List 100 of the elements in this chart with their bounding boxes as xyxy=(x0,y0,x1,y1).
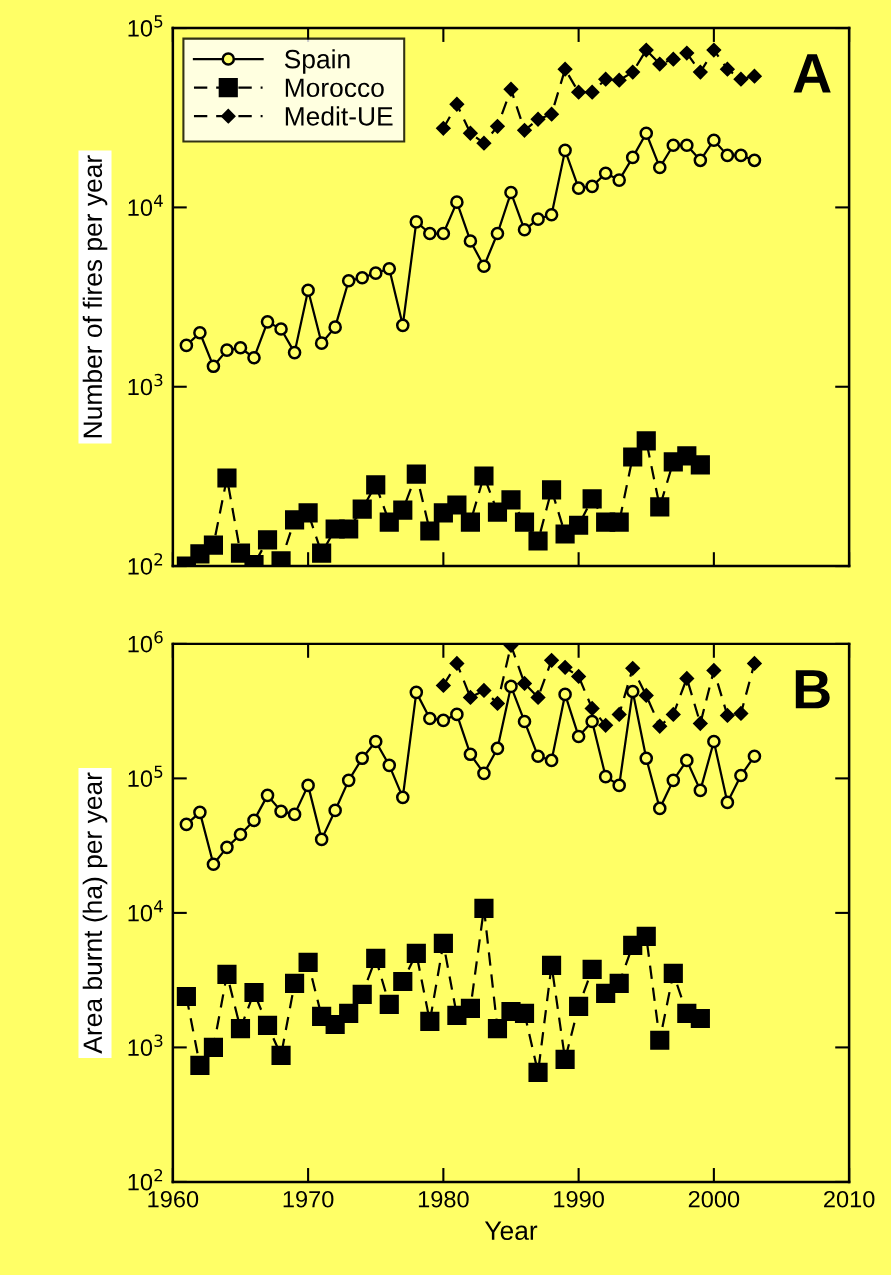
point xyxy=(585,85,600,100)
point xyxy=(734,768,748,783)
point xyxy=(639,751,654,766)
point xyxy=(271,1045,291,1065)
point xyxy=(679,45,694,61)
point xyxy=(257,1015,278,1035)
point xyxy=(747,153,762,168)
point xyxy=(650,497,670,517)
point xyxy=(203,535,224,555)
point xyxy=(355,751,370,766)
point xyxy=(652,160,667,175)
point xyxy=(487,502,508,522)
point xyxy=(501,490,521,510)
point xyxy=(220,840,234,855)
point xyxy=(679,671,694,686)
point xyxy=(557,62,573,77)
y-tick-label: 10$^{3}$ xyxy=(128,1034,163,1057)
point xyxy=(598,71,613,87)
point xyxy=(395,790,410,805)
point xyxy=(450,707,464,722)
point xyxy=(395,318,410,333)
point xyxy=(301,283,315,298)
point xyxy=(179,338,194,353)
point xyxy=(379,994,399,1014)
y-tick-label: 10$^{4}$ xyxy=(128,194,163,217)
point xyxy=(460,998,480,1018)
point xyxy=(463,747,478,762)
point xyxy=(734,148,748,163)
point xyxy=(625,684,640,699)
point xyxy=(287,807,302,822)
point xyxy=(585,714,599,729)
point xyxy=(720,708,735,723)
point xyxy=(666,138,681,153)
point xyxy=(260,788,275,803)
x-tick-label: 1970 xyxy=(283,1190,334,1208)
point xyxy=(409,215,424,229)
point xyxy=(680,753,694,768)
point xyxy=(352,499,372,519)
point xyxy=(666,707,681,722)
point xyxy=(433,933,453,954)
point xyxy=(609,512,629,532)
point xyxy=(271,551,291,567)
point xyxy=(352,984,372,1004)
point xyxy=(477,766,491,781)
point xyxy=(530,112,546,127)
point xyxy=(639,688,654,703)
point xyxy=(328,320,342,334)
point xyxy=(423,226,437,241)
point xyxy=(406,464,426,484)
point xyxy=(598,166,613,181)
point xyxy=(571,669,586,684)
point xyxy=(690,455,710,475)
point xyxy=(504,185,518,200)
point xyxy=(301,778,315,793)
point xyxy=(625,661,640,676)
point xyxy=(463,126,478,141)
legend-label: Medit-UE xyxy=(285,106,393,126)
point xyxy=(544,753,559,768)
point xyxy=(528,531,548,551)
point xyxy=(436,121,451,136)
point xyxy=(382,758,397,773)
point xyxy=(233,827,248,842)
point xyxy=(612,173,626,187)
point xyxy=(531,749,545,764)
point xyxy=(463,234,478,248)
point xyxy=(298,952,318,972)
point xyxy=(339,1003,359,1023)
point xyxy=(569,996,589,1016)
point xyxy=(612,707,627,722)
point xyxy=(598,718,613,733)
point xyxy=(707,734,721,749)
point xyxy=(733,71,749,87)
x-tick-label: 1990 xyxy=(554,1190,604,1208)
point xyxy=(393,971,413,992)
point xyxy=(693,783,708,798)
point xyxy=(314,832,329,847)
point xyxy=(544,107,559,122)
point xyxy=(179,817,194,832)
point xyxy=(636,431,656,451)
y-axis-title: Area burnt (ha) per year xyxy=(82,772,108,1054)
point xyxy=(612,778,626,793)
point xyxy=(312,543,332,563)
point xyxy=(503,82,519,97)
point xyxy=(639,42,654,58)
point xyxy=(531,212,545,226)
point xyxy=(558,143,572,158)
legend-label: Spain xyxy=(284,49,350,74)
point xyxy=(436,713,451,728)
point xyxy=(582,959,602,980)
point xyxy=(693,716,708,731)
x-tick-label: 2000 xyxy=(688,1190,740,1208)
annotation: A xyxy=(793,54,831,93)
point xyxy=(747,749,762,764)
point xyxy=(585,701,600,716)
point xyxy=(571,181,586,195)
point xyxy=(490,119,505,134)
y-tick-label: 10$^{5}$ xyxy=(128,765,163,788)
point xyxy=(680,138,694,153)
point xyxy=(625,150,640,165)
y-tick-label: 10$^{6}$ xyxy=(128,630,163,653)
